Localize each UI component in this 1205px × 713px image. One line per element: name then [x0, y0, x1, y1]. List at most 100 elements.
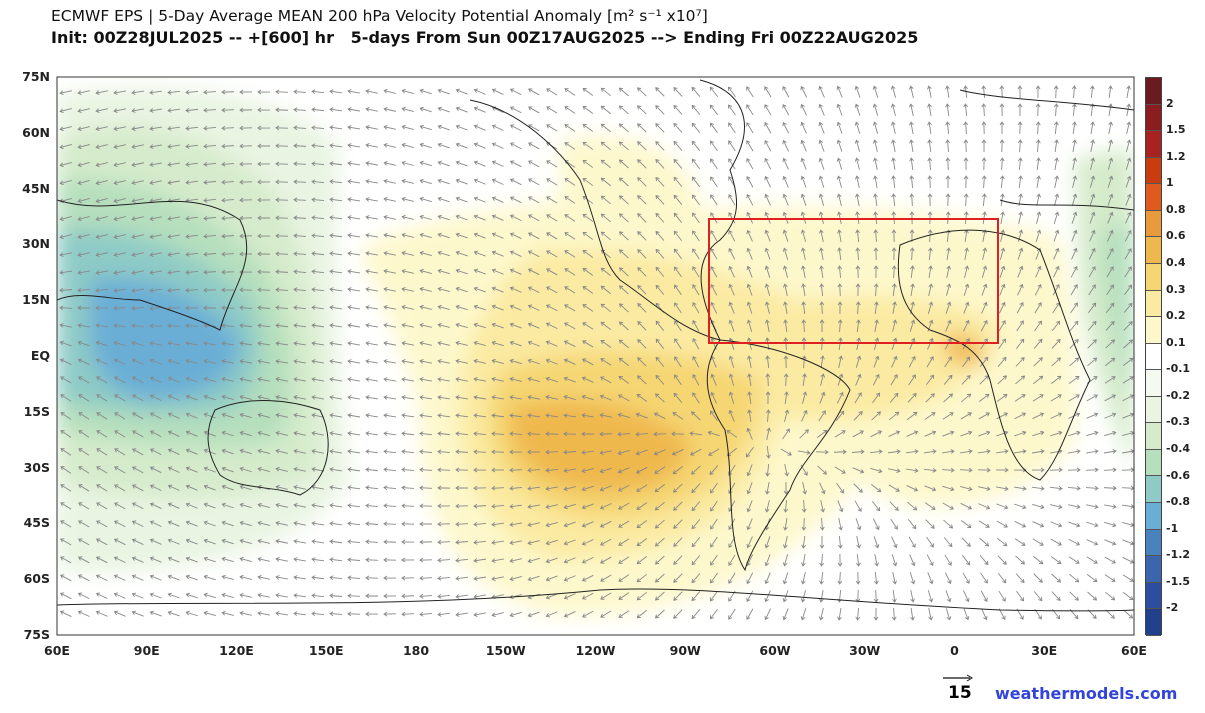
wind-vector-arrow [746, 265, 753, 278]
wind-vector-arrow [329, 305, 343, 310]
wind-vector-arrow [671, 449, 684, 456]
wind-vector-arrow [728, 86, 736, 98]
wind-vector-arrow [419, 340, 432, 346]
wind-vector-arrow [618, 339, 629, 349]
colorbar-bin [1146, 370, 1161, 397]
wind-vector-arrow [691, 411, 701, 421]
wind-vector-arrow [782, 157, 789, 170]
wind-vector-arrow [275, 448, 288, 454]
wind-vector-arrow [1085, 467, 1099, 473]
wind-vector-arrow [347, 161, 360, 166]
wind-vector-arrow [600, 376, 612, 384]
wind-vector-arrow [113, 305, 127, 311]
wind-vector-arrow [765, 463, 771, 477]
wind-vector-arrow [960, 412, 972, 420]
wind-vector-arrow [1014, 394, 1026, 402]
wind-vector-arrow [564, 106, 576, 114]
wind-vector-arrow [347, 251, 360, 256]
wind-vector-arrow [636, 555, 648, 565]
wind-vector-arrow [77, 340, 90, 347]
wind-vector-arrow [599, 413, 612, 418]
wind-vector-arrow [819, 517, 825, 531]
wind-vector-arrow [764, 139, 772, 152]
wind-vector-arrow [906, 411, 918, 420]
wind-vector-arrow [710, 554, 718, 566]
wind-vector-arrow [582, 88, 594, 96]
credit-link[interactable]: weathermodels.com [995, 684, 1178, 703]
wind-vector-arrow [962, 356, 971, 368]
wind-vector-arrow [618, 394, 630, 402]
wind-vector-arrow [855, 607, 861, 621]
wind-vector-arrow [437, 124, 450, 131]
wind-vector-arrow [691, 194, 700, 206]
wind-vector-arrow [347, 305, 360, 310]
wind-vector-arrow [275, 323, 289, 328]
wind-vector-arrow [527, 395, 540, 400]
wind-vector-arrow [221, 466, 234, 473]
wind-vector-arrow [527, 522, 540, 528]
wind-vector-arrow [329, 197, 343, 202]
wind-vector-arrow [509, 376, 522, 382]
wind-vector-arrow [1125, 175, 1132, 188]
wind-vector-arrow [347, 431, 360, 436]
wind-vector-arrow [1124, 248, 1132, 260]
wind-vector-arrow [329, 557, 343, 562]
wind-vector-arrow [746, 536, 753, 549]
wind-vector-arrow [203, 484, 216, 491]
wind-vector-arrow [835, 410, 845, 421]
wind-vector-arrow [728, 104, 736, 116]
wind-vector-arrow [419, 196, 432, 203]
wind-vector-arrow [1088, 247, 1096, 260]
wind-vector-arrow [709, 590, 718, 602]
wind-vector-arrow [1087, 320, 1097, 331]
wind-vector-arrow [1125, 157, 1132, 170]
wind-vector-arrow [836, 482, 844, 494]
wind-vector-arrow [113, 288, 127, 293]
wind-vector-arrow [635, 431, 649, 437]
wind-vector-arrow [999, 103, 1005, 117]
wind-vector-arrow [636, 609, 647, 619]
wind-vector-arrow [997, 356, 1007, 367]
wind-vector-arrow [923, 449, 937, 454]
wind-vector-arrow [581, 431, 595, 437]
wind-vector-arrow [963, 103, 969, 117]
colorbar-label: 1.2 [1166, 149, 1186, 163]
wind-vector-arrow [491, 214, 504, 221]
wind-vector-arrow [707, 430, 720, 437]
wind-vector-arrow [801, 301, 806, 315]
colorbar-bin [1146, 210, 1161, 238]
wind-vector-arrow [311, 503, 324, 508]
wind-vector-arrow [924, 430, 937, 437]
wind-vector-arrow [509, 142, 522, 150]
wind-vector-arrow [1086, 539, 1099, 546]
wind-vector-arrow [856, 319, 861, 333]
wind-vector-arrow [906, 485, 919, 492]
wind-vector-arrow [654, 483, 666, 493]
wind-vector-arrow [455, 340, 468, 346]
wind-vector-arrow [819, 571, 824, 585]
wind-vector-arrow [365, 575, 379, 581]
wind-vector-arrow [419, 557, 433, 563]
wind-vector-arrow [203, 233, 217, 239]
wind-vector-arrow [1017, 157, 1023, 171]
wind-vector-arrow [728, 319, 735, 332]
colorbar-bin [1146, 396, 1161, 424]
wind-vector-arrow [1071, 103, 1077, 117]
wind-vector-arrow [113, 216, 126, 222]
wind-vector-arrow [293, 503, 306, 508]
wind-vector-arrow [673, 537, 683, 547]
wind-vector-arrow [728, 247, 736, 260]
wind-vector-arrow [1104, 376, 1116, 384]
wind-vector-arrow [996, 503, 1009, 510]
wind-vector-arrow [635, 449, 648, 456]
wind-vector-arrow [891, 355, 898, 368]
wind-vector-arrow [1016, 302, 1024, 314]
wind-vector-arrow [401, 611, 415, 617]
wind-vector-arrow [745, 446, 754, 458]
wind-vector-arrow [203, 376, 216, 383]
wind-vector-arrow [618, 502, 630, 510]
longitude-label: 150W [485, 643, 526, 658]
wind-vector-arrow [167, 394, 180, 401]
wind-vector-arrow [131, 592, 144, 599]
